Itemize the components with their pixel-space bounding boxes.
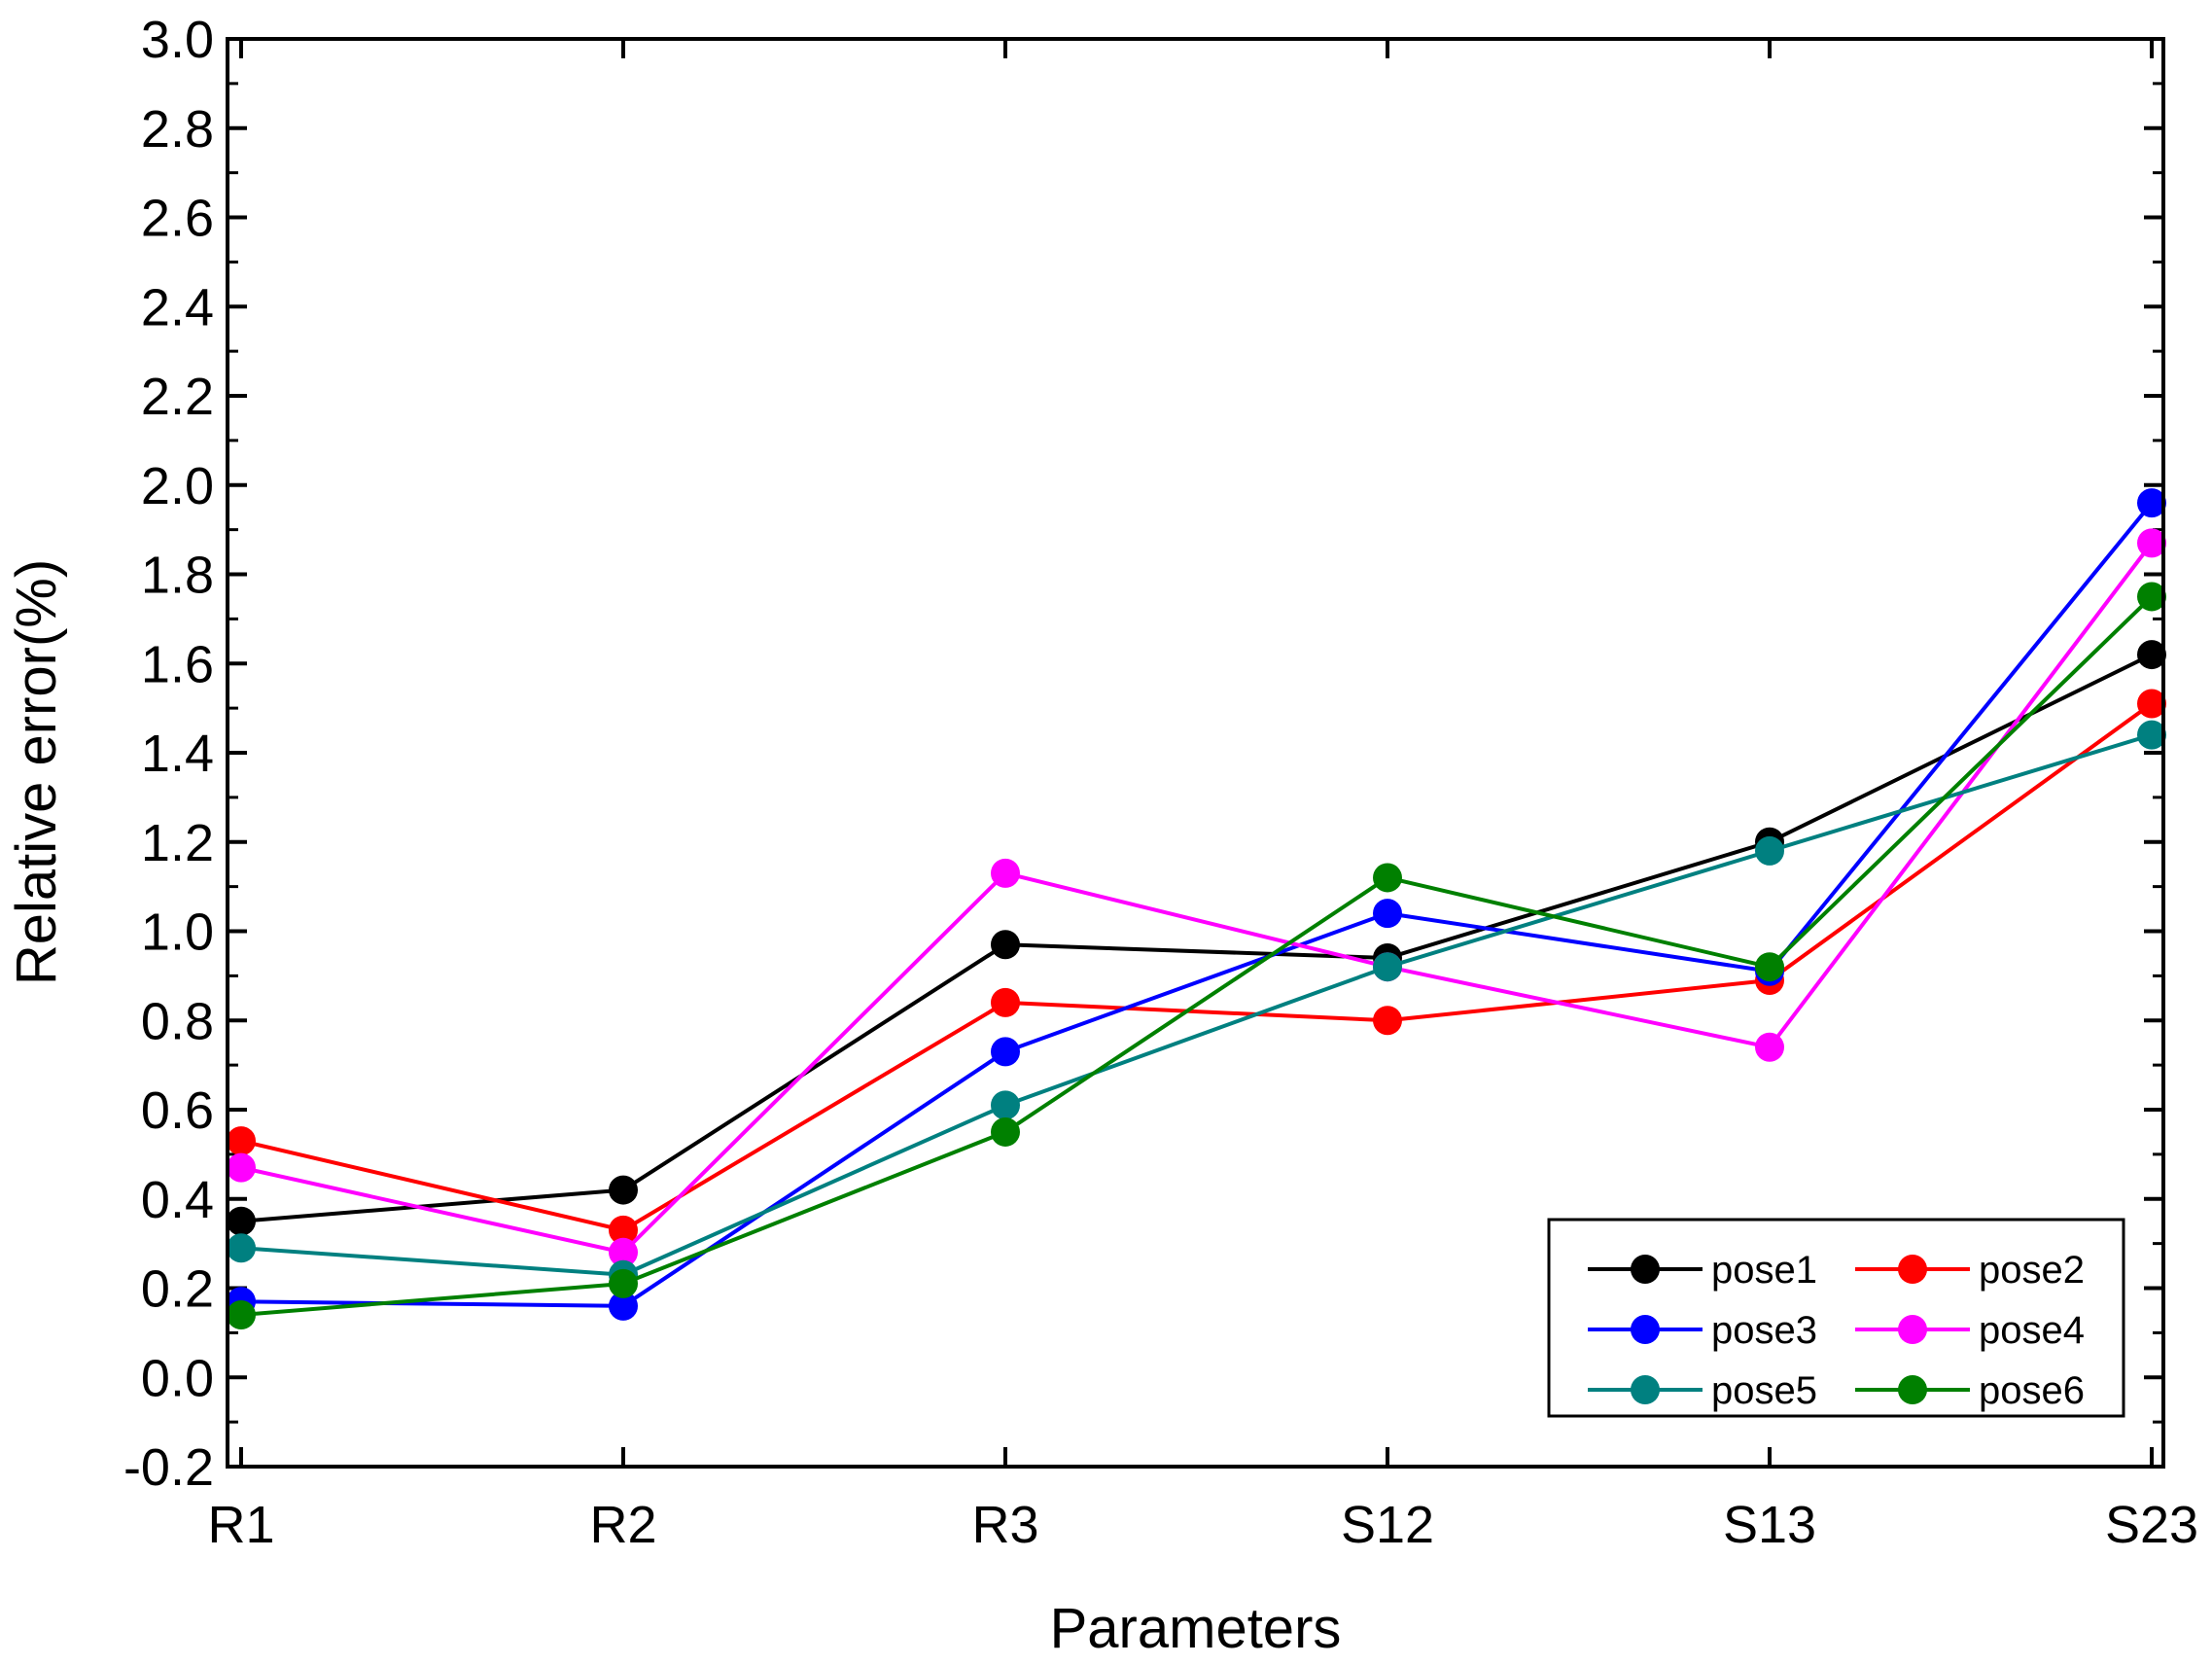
series-line-pose2 xyxy=(240,701,2154,1232)
y-tick-label: 2.2 xyxy=(141,368,214,426)
data-point-pose2 xyxy=(991,987,1020,1017)
legend-marker xyxy=(1898,1375,1927,1404)
y-tick-label: -0.2 xyxy=(123,1438,214,1497)
legend-marker xyxy=(1898,1315,1927,1344)
legend-item-pose6: pose6 xyxy=(1855,1369,2085,1412)
legend-label: pose2 xyxy=(1979,1249,2085,1292)
legend-label: pose3 xyxy=(1711,1309,1817,1352)
legend-item-pose5: pose5 xyxy=(1588,1369,1817,1412)
legend-marker xyxy=(1898,1255,1927,1284)
x-tick-labels: R1 R2 R3 S12 S13 S23 xyxy=(207,1496,2198,1554)
y-tick-label: 2.8 xyxy=(141,100,214,159)
y-tick-label: 0.2 xyxy=(141,1260,214,1319)
y-major-ticks xyxy=(228,37,2163,1469)
data-point-pose2 xyxy=(2137,689,2166,719)
y-tick-label: 0.8 xyxy=(141,992,214,1050)
legend-item-pose1: pose1 xyxy=(1588,1249,1817,1292)
data-point-pose3 xyxy=(991,1037,1020,1067)
legend-label: pose6 xyxy=(1979,1369,2085,1412)
plot-frame xyxy=(226,37,2165,1469)
y-tick-label: 2.0 xyxy=(141,457,214,515)
data-point-pose4 xyxy=(227,1152,256,1183)
data-point-pose3 xyxy=(1373,899,1402,929)
x-tick-label: S23 xyxy=(2105,1496,2198,1554)
data-point-pose3 xyxy=(2137,488,2166,518)
y-tick-label: 3.0 xyxy=(141,11,214,69)
legend-label: pose5 xyxy=(1711,1369,1817,1412)
series-line-pose1 xyxy=(240,653,2153,1223)
y-tick-label: 1.4 xyxy=(141,725,214,783)
data-point-pose5 xyxy=(1755,835,1784,866)
data-point-pose5 xyxy=(991,1090,1020,1120)
legend-item-pose4: pose4 xyxy=(1855,1309,2085,1352)
series-pose4 xyxy=(227,528,2166,1267)
legend-item-pose2: pose2 xyxy=(1855,1249,2085,1292)
data-point-pose6 xyxy=(1373,863,1402,893)
x-axis-title: Parameters xyxy=(1050,1597,1342,1660)
y-tick-label: 1.0 xyxy=(141,903,214,962)
data-point-pose3 xyxy=(609,1291,638,1321)
series-line-pose5 xyxy=(240,732,2153,1277)
series-pose2 xyxy=(227,689,2166,1245)
data-point-pose6 xyxy=(227,1300,256,1330)
series-line-pose4 xyxy=(240,542,2154,1255)
data-point-pose1 xyxy=(227,1206,256,1236)
x-ticks xyxy=(239,39,2154,1467)
x-tick-label: R1 xyxy=(207,1496,274,1554)
series-line-pose6 xyxy=(240,595,2154,1318)
data-point-pose4 xyxy=(2137,528,2166,558)
legend: pose1 pose2 pose3 pose4 pose5 pose6 xyxy=(1547,1218,2125,1418)
y-tick-label: 0.6 xyxy=(141,1081,214,1140)
data-point-pose6 xyxy=(1755,952,1784,982)
legend-marker xyxy=(1631,1375,1660,1404)
data-point-pose6 xyxy=(991,1116,1020,1147)
data-point-pose4 xyxy=(1755,1032,1784,1062)
data-point-pose4 xyxy=(991,858,1020,888)
legend-marker xyxy=(1631,1315,1660,1344)
x-tick-label: S13 xyxy=(1723,1496,1816,1554)
data-point-pose1 xyxy=(2137,640,2166,670)
y-tick-label: 1.6 xyxy=(141,635,214,693)
data-point-pose5 xyxy=(227,1233,256,1263)
y-tick-label: 0.0 xyxy=(141,1349,214,1407)
series-pose6 xyxy=(227,582,2166,1330)
data-point-pose1 xyxy=(991,930,1020,960)
y-tick-label: 1.2 xyxy=(141,814,214,872)
y-tick-label: 0.4 xyxy=(141,1171,214,1229)
y-tick-label: 2.6 xyxy=(141,190,214,248)
data-point-pose2 xyxy=(609,1215,638,1245)
legend-label: pose4 xyxy=(1979,1309,2085,1352)
y-tick-labels: -0.2 0.0 0.2 0.4 0.6 0.8 1.0 1.2 1.4 1.6 1.8 2.0 2.2… xyxy=(123,11,214,1497)
data-point-pose4 xyxy=(609,1237,638,1267)
y-axis-title: Relative error(%) xyxy=(5,559,68,985)
data-point-pose5 xyxy=(2137,720,2166,750)
data-point-pose2 xyxy=(1373,1006,1402,1036)
y-tick-label: 1.8 xyxy=(141,547,214,605)
x-tick-label: R3 xyxy=(971,1496,1038,1554)
data-point-pose6 xyxy=(609,1268,638,1298)
legend-label: pose1 xyxy=(1711,1249,1817,1292)
x-tick-label: S12 xyxy=(1341,1496,1434,1554)
series-line-pose3 xyxy=(240,501,2154,1308)
data-point-pose6 xyxy=(2137,582,2166,612)
legend-item-pose3: pose3 xyxy=(1588,1309,1817,1352)
y-tick-label: 2.4 xyxy=(141,278,214,337)
data-point-pose1 xyxy=(609,1175,638,1205)
data-point-pose2 xyxy=(227,1126,256,1156)
data-point-pose5 xyxy=(1373,952,1402,982)
series-pose1 xyxy=(227,640,2166,1236)
legend-marker xyxy=(1631,1255,1660,1284)
x-tick-label: R2 xyxy=(589,1496,656,1554)
series-layer xyxy=(227,488,2166,1330)
